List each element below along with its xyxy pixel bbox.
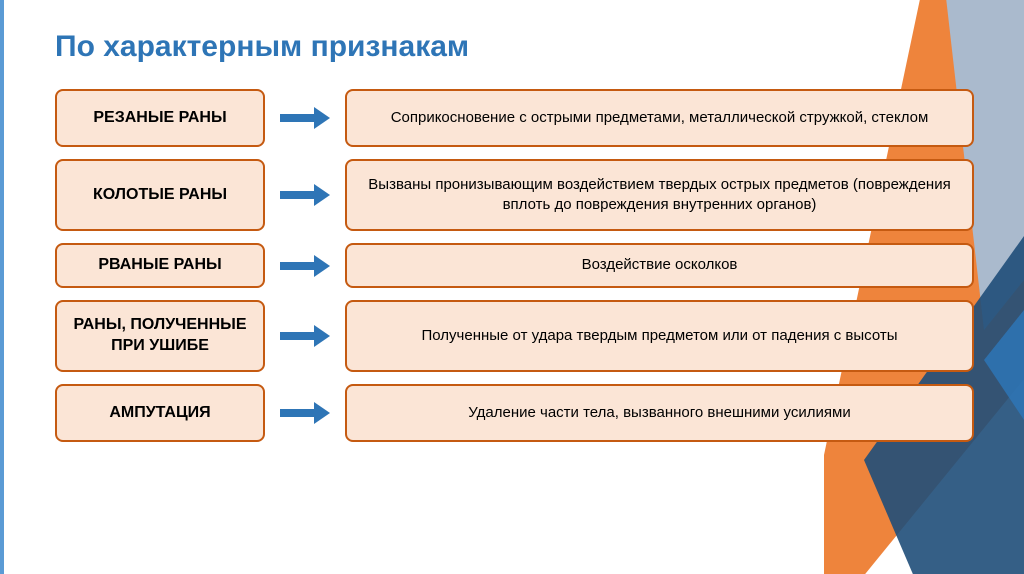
label-text: АМПУТАЦИЯ [109,403,210,424]
label-box: АМПУТАЦИЯ [55,384,265,442]
label-box: РАНЫ, ПОЛУЧЕННЫЕ ПРИ УШИБЕ [55,300,265,372]
arrow-icon [280,89,330,147]
label-text: КОЛОТЫЕ РАНЫ [93,185,227,206]
diagram-row: КОЛОТЫЕ РАНЫ Вызваны пронизывающим воздей… [55,159,974,231]
diagram-row: АМПУТАЦИЯ Удаление части тела, вызванного… [55,384,974,442]
description-box: Воздействие осколков [345,243,974,288]
description-text: Воздействие осколков [582,255,738,275]
description-box: Полученные от удара твердым предметом ил… [345,300,974,372]
label-box: КОЛОТЫЕ РАНЫ [55,159,265,231]
description-box: Соприкосновение с острыми предметами, ме… [345,89,974,147]
diagram-row: РЕЗАНЫЕ РАНЫ Соприкосновение с острыми пр… [55,89,974,147]
arrow-icon [280,159,330,231]
description-box: Вызваны пронизывающим воздействием тверд… [345,159,974,231]
main-container: По характерным признакам РЕЗАНЫЕ РАНЫ Соп… [0,0,1024,472]
description-text: Вызваны пронизывающим воздействием тверд… [362,175,957,216]
label-text: РЕЗАНЫЕ РАНЫ [93,108,226,129]
arrow-icon [280,384,330,442]
label-box: РВАНЫЕ РАНЫ [55,243,265,288]
description-text: Полученные от удара твердым предметом ил… [422,326,898,346]
label-text: РВАНЫЕ РАНЫ [98,255,221,276]
diagram-row: РАНЫ, ПОЛУЧЕННЫЕ ПРИ УШИБЕ Полученные от … [55,300,974,372]
description-box: Удаление части тела, вызванного внешними… [345,384,974,442]
description-text: Соприкосновение с острыми предметами, ме… [391,108,929,128]
description-text: Удаление части тела, вызванного внешними… [468,403,850,423]
label-text: РАНЫ, ПОЛУЧЕННЫЕ ПРИ УШИБЕ [67,315,253,357]
arrow-icon [280,300,330,372]
arrow-icon [280,243,330,288]
label-box: РЕЗАНЫЕ РАНЫ [55,89,265,147]
page-title: По характерным признакам [55,30,974,64]
rows-container: РЕЗАНЫЕ РАНЫ Соприкосновение с острыми пр… [55,89,974,442]
diagram-row: РВАНЫЕ РАНЫ Воздействие осколков [55,243,974,288]
